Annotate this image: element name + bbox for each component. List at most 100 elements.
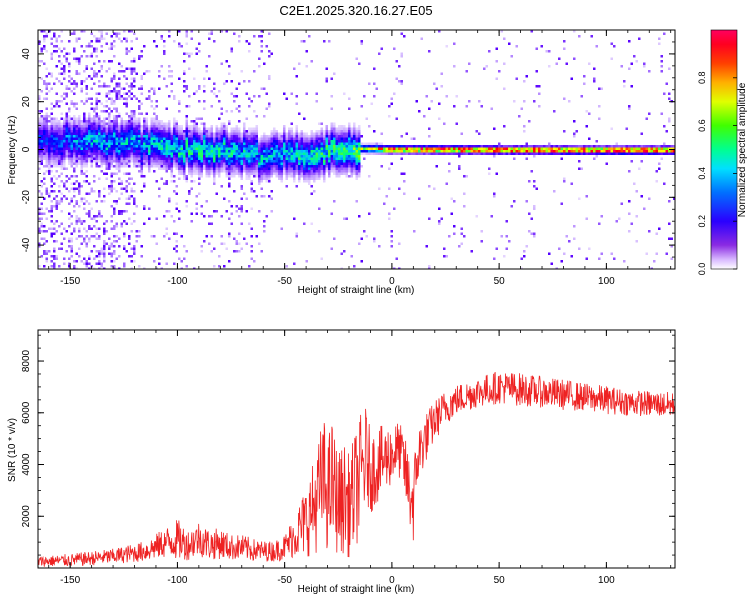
heatmap-cell (235, 167, 238, 170)
heatmap-cell (358, 127, 361, 130)
heatmap-cell (195, 162, 198, 165)
heatmap-cell (130, 140, 133, 143)
heatmap-cell (55, 160, 58, 163)
heatmap-cell (228, 162, 231, 165)
heatmap-cell (115, 147, 118, 150)
heatmap-cell (170, 152, 173, 155)
heatmap-cell (45, 140, 48, 143)
heatmap-cell (158, 75, 161, 78)
heatmap-cell (103, 195, 106, 198)
heatmap-cell (470, 147, 473, 150)
heatmap-cell (130, 97, 133, 100)
heatmap-cell (78, 127, 81, 130)
heatmap-cell (123, 87, 126, 90)
heatmap-cell (115, 150, 118, 153)
heatmap-cell (98, 260, 101, 263)
heatmap-cell (120, 222, 123, 225)
heatmap-cell (163, 45, 166, 48)
heatmap-cell (493, 147, 496, 150)
heatmap-cell (260, 135, 263, 138)
heatmap-cell (73, 150, 76, 153)
heatmap-cell (83, 152, 86, 155)
x-tick-label: -50 (277, 276, 292, 287)
heatmap-cell (323, 145, 326, 148)
heatmap-cell (258, 242, 261, 245)
heatmap-cell (263, 115, 266, 118)
heatmap-cell (200, 212, 203, 215)
heatmap-cell (140, 150, 143, 153)
heatmap-cell (68, 80, 71, 83)
heatmap-cell (198, 182, 201, 185)
heatmap-cell (238, 165, 241, 168)
heatmap-cell (138, 150, 141, 153)
heatmap-cell (220, 185, 223, 188)
heatmap-cell (173, 135, 176, 138)
heatmap-cell (643, 62, 646, 65)
heatmap-cell (65, 52, 68, 55)
heatmap-cell (328, 135, 331, 138)
heatmap-cell (348, 152, 351, 155)
heatmap-cell (215, 155, 218, 158)
heatmap-cell (98, 165, 101, 168)
heatmap-cell (113, 140, 116, 143)
heatmap-cell (525, 147, 528, 150)
heatmap-cell (563, 147, 566, 150)
heatmap-cell (73, 32, 76, 35)
heatmap-cell (103, 267, 106, 269)
heatmap-cell (285, 152, 288, 155)
heatmap-cell (413, 137, 416, 140)
heatmap-cell (540, 150, 543, 153)
heatmap-cell (128, 67, 131, 70)
heatmap-cell (635, 145, 638, 148)
heatmap-cell (228, 142, 231, 145)
heatmap-cell (133, 247, 136, 250)
heatmap-cell (575, 150, 578, 153)
heatmap-cell (133, 157, 136, 160)
heatmap-cell (118, 167, 121, 170)
heatmap-cell (270, 150, 273, 153)
heatmap-cell (610, 57, 613, 60)
heatmap-cell (308, 137, 311, 140)
heatmap-cell (223, 157, 226, 160)
heatmap-cell (128, 197, 131, 200)
heatmap-cell (350, 160, 353, 163)
heatmap-cell (148, 207, 151, 210)
heatmap-cell (55, 92, 58, 95)
heatmap-cell (348, 142, 351, 145)
heatmap-cell (200, 145, 203, 148)
heatmap-cell (163, 132, 166, 135)
heatmap-cell (253, 165, 256, 168)
heatmap-cell (98, 92, 101, 95)
heatmap-cell (135, 122, 138, 125)
heatmap-cell (308, 142, 311, 145)
heatmap-cell (198, 42, 201, 45)
heatmap-cell (65, 137, 68, 140)
heatmap-cell (113, 250, 116, 253)
heatmap-cell (145, 127, 148, 130)
heatmap-cell (55, 195, 58, 198)
heatmap-cell (570, 150, 573, 153)
heatmap-cell (280, 165, 283, 168)
heatmap-cell (260, 45, 263, 48)
heatmap-cell (195, 172, 198, 175)
heatmap-cell (50, 235, 53, 238)
heatmap-cell (668, 92, 671, 95)
heatmap-cell (393, 47, 396, 50)
heatmap-cell (128, 115, 131, 118)
heatmap-cell (113, 260, 116, 263)
heatmap-cell (373, 150, 376, 153)
heatmap-cell (253, 137, 256, 140)
heatmap-cell (215, 135, 218, 138)
heatmap-cell (350, 175, 353, 178)
heatmap-cell (215, 132, 218, 135)
heatmap-cell (658, 162, 661, 165)
heatmap-cell (120, 117, 123, 120)
heatmap-cell (133, 152, 136, 155)
heatmap-cell (90, 77, 93, 80)
heatmap-cell (413, 147, 416, 150)
heatmap-cell (295, 145, 298, 148)
heatmap-cell (65, 87, 68, 90)
heatmap-cell (38, 117, 41, 120)
heatmap-cell (53, 257, 56, 260)
heatmap-cell (63, 257, 66, 260)
